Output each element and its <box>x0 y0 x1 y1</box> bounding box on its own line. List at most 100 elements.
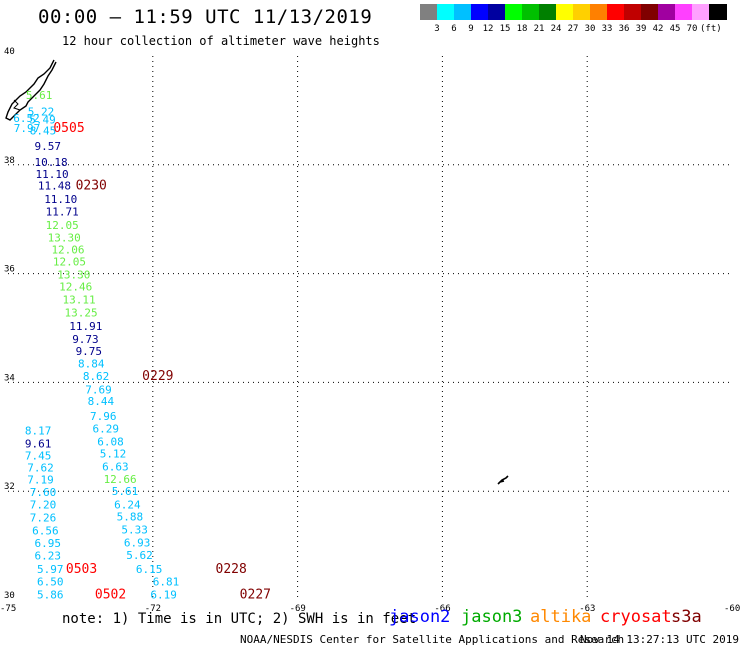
pass-time-label: 0503 <box>66 562 97 577</box>
wave-height-reading: 13.11 <box>63 294 96 307</box>
color-swatch <box>488 4 506 20</box>
wave-height-reading: 5.22 <box>28 105 55 118</box>
pass-time-label: 0227 <box>240 587 271 602</box>
color-scale-label: 27 <box>567 24 579 34</box>
color-scale-label: 33 <box>601 24 613 34</box>
coastline <box>5 59 509 485</box>
color-scale-label: (ft) <box>700 24 722 34</box>
wave-height-reading: 6.15 <box>136 563 163 576</box>
color-swatch <box>607 4 625 20</box>
color-swatch <box>505 4 523 20</box>
color-scale-label: 21 <box>533 24 545 34</box>
color-swatch <box>624 4 642 20</box>
wave-height-reading: 5.33 <box>121 524 148 537</box>
wave-height-reading: 6.52 <box>13 112 40 125</box>
altimeter-readings: 5.615.226.525.497.978.4505059.5710.1811.… <box>13 89 271 602</box>
color-scale-label: 15 <box>499 24 511 34</box>
color-swatch <box>454 4 472 20</box>
color-swatch <box>692 4 710 20</box>
latitude-label: 30 <box>4 591 15 601</box>
wave-height-reading: 5.86 <box>37 588 64 601</box>
color-swatch <box>522 4 540 20</box>
longitude-label: -66 <box>434 604 450 614</box>
wave-height-reading: 6.19 <box>150 588 177 601</box>
color-swatch <box>641 4 659 20</box>
satellite-altika: altika <box>530 607 592 627</box>
color-scale-label: 3 <box>434 24 440 34</box>
generated-timestamp: Nov 14 13:27:13 UTC 2019 <box>580 633 739 646</box>
color-swatch <box>420 4 438 20</box>
longitude-label: -63 <box>579 604 595 614</box>
pass-time-label: 0228 <box>216 562 247 577</box>
bermuda-island <box>497 475 509 485</box>
us-east-coastline <box>5 59 57 121</box>
wave-height-reading: 5.61 <box>26 89 52 102</box>
wave-height-reading: 11.91 <box>69 320 102 333</box>
wave-height-reading: 5.97 <box>37 563 64 576</box>
satellite-s3a: s3a <box>671 607 702 627</box>
wave-height-reading: 12.05 <box>53 255 86 268</box>
wave-height-reading: 7.45 <box>25 450 52 463</box>
color-swatch <box>675 4 693 20</box>
wave-height-reading: 9.57 <box>35 140 62 153</box>
color-swatch <box>539 4 557 20</box>
wave-height-reading: 6.08 <box>97 436 124 449</box>
latitude-label: 38 <box>4 156 15 166</box>
color-scale-label: 12 <box>482 24 494 34</box>
wave-height-reading: 7.96 <box>90 410 117 423</box>
latitude-label: 36 <box>4 265 15 275</box>
satellite-jason3: jason3 <box>461 607 523 627</box>
wave-height-reading: 13.30 <box>48 232 81 245</box>
color-scale-label: 45 <box>669 24 681 34</box>
wave-height-reading: 7.97 <box>14 122 41 135</box>
wave-height-reading: 8.44 <box>88 395 115 408</box>
wave-height-reading: 6.56 <box>32 525 59 538</box>
color-swatch <box>437 4 455 20</box>
color-swatch <box>573 4 591 20</box>
wave-height-reading: 12.66 <box>104 473 137 486</box>
wave-height-reading: 9.73 <box>72 333 99 346</box>
wave-height-reading: 6.29 <box>92 422 119 435</box>
axis-labels: 40 38 36 34 32 30 -75 -72 -69 -66 -63 -60 <box>0 47 740 614</box>
wave-height-reading: 7.62 <box>27 462 54 475</box>
color-scale-label: 70 <box>686 24 698 34</box>
wave-height-reading: 7.69 <box>85 383 112 396</box>
satellite-cryosat: cryosat <box>600 607 672 627</box>
wave-height-reading: 8.45 <box>30 124 57 137</box>
wave-height-reading: 7.19 <box>27 474 54 487</box>
wave-height-reading: 12.46 <box>59 280 92 293</box>
longitude-label: -60 <box>724 604 740 614</box>
wave-height-reading: 12.06 <box>51 243 84 256</box>
wave-height-reading: 5.88 <box>117 511 144 524</box>
wave-height-reading: 11.10 <box>44 193 77 206</box>
color-swatch <box>709 4 727 20</box>
wave-height-reading: 11.48 <box>38 179 71 192</box>
longitude-label: -72 <box>145 604 161 614</box>
latitude-label: 40 <box>4 47 15 57</box>
wave-height-reading: 6.23 <box>35 550 62 563</box>
wave-height-reading: 13.25 <box>64 307 97 320</box>
wave-height-reading: 6.63 <box>102 461 128 474</box>
color-swatch <box>658 4 676 20</box>
pass-time-label: 0505 <box>53 121 84 136</box>
lat-lon-grid <box>8 56 732 600</box>
color-scale-label: 39 <box>635 24 647 34</box>
color-swatch <box>590 4 608 20</box>
map-title: 00:00 – 11:59 UTC 11/13/2019 <box>38 6 373 28</box>
wave-height-reading: 12.05 <box>46 219 79 232</box>
color-scale-label: 30 <box>584 24 596 34</box>
map-subtitle: 12 hour collection of altimeter wave hei… <box>62 34 380 48</box>
color-scale-label: 42 <box>652 24 664 34</box>
pass-time-label: 0230 <box>76 178 107 193</box>
color-scale-label: 9 <box>468 24 474 34</box>
wave-height-reading: 8.84 <box>78 358 105 371</box>
wave-height-reading: 8.17 <box>25 425 52 438</box>
wave-height-reading: 7.20 <box>30 499 57 512</box>
latitude-label: 34 <box>4 373 15 383</box>
satellite-jason2: jason2 <box>389 607 451 627</box>
pass-time-label: 0502 <box>95 587 126 602</box>
wave-height-reading: 6.24 <box>114 499 141 512</box>
wave-height-reading: 6.81 <box>153 575 180 588</box>
latitude-label: 32 <box>4 482 15 492</box>
